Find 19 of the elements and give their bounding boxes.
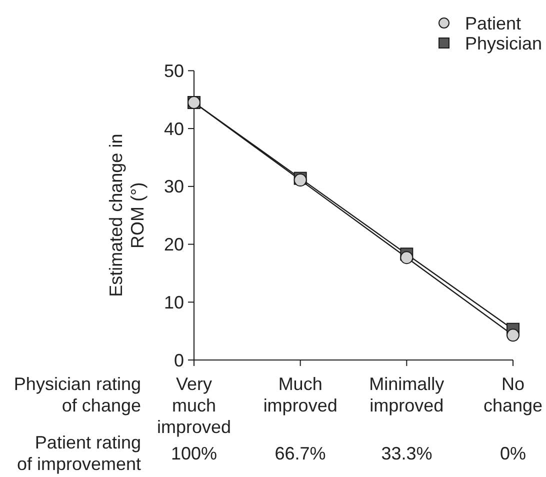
y-tick-label: 50: [164, 61, 184, 81]
y-tick-label: 20: [164, 234, 184, 255]
x-axis-title: Physician rating of change: [14, 374, 141, 416]
x2-tick-label: 100%: [170, 444, 218, 464]
y-tick-label: 10: [164, 292, 184, 312]
x2-tick-label: 66.7%: [274, 444, 326, 464]
legend-label: Patient: [465, 13, 522, 34]
x-tick-label: Very much improved: [156, 374, 232, 437]
x-tick-label: No change: [483, 374, 543, 416]
x-tick-label: Minimally improved: [369, 374, 444, 416]
y-tick-label: 40: [164, 118, 184, 139]
x-tick-label: Much improved: [263, 374, 338, 416]
x2-tick-label: 0%: [500, 444, 526, 464]
x2-axis-title: Patient rating of improvement: [16, 432, 141, 474]
y-tick-label: 0: [174, 350, 184, 370]
y-tick-label: 30: [164, 176, 184, 197]
x2-tick-label: 33.3%: [381, 444, 432, 464]
y-axis-title: Estimated change in ROM (°): [106, 134, 148, 297]
legend-label: Physician: [465, 33, 542, 54]
